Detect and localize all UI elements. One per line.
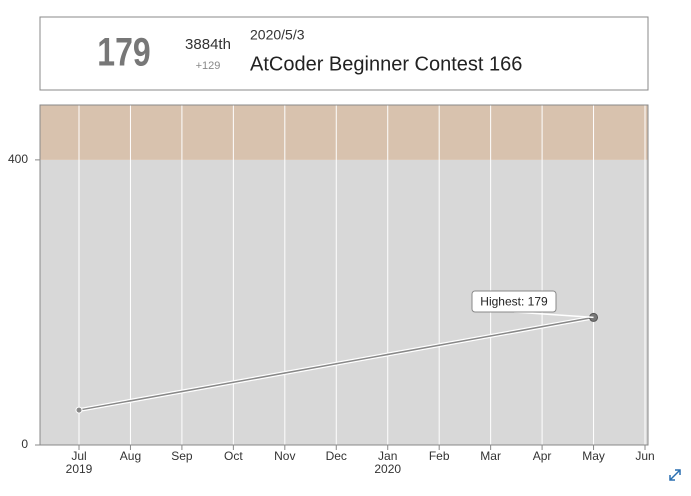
icon-line	[669, 469, 681, 481]
diff: +129	[196, 60, 221, 72]
x-tick-label: May	[582, 449, 605, 463]
x-tick-label: Nov	[274, 449, 295, 463]
expand-icon[interactable]	[669, 469, 681, 481]
y-tick-label: 0	[21, 437, 28, 451]
x-year-label: 2019	[66, 462, 93, 476]
plot-border	[39, 104, 649, 446]
annotation-box	[471, 290, 557, 313]
y-tick-label: 400	[8, 152, 28, 166]
rating-line	[78, 316, 594, 411]
icon-arrow	[669, 475, 675, 481]
header-box	[39, 16, 649, 91]
contest: AtCoder Beginner Contest 166	[250, 53, 522, 75]
x-tick-label: Apr	[533, 449, 552, 463]
rating: 179	[97, 29, 150, 74]
x-tick-label: Jul	[71, 449, 86, 463]
x-tick-label: Feb	[429, 449, 450, 463]
x-tick-label: Mar	[480, 449, 501, 463]
x-tick-label: Aug	[120, 449, 141, 463]
annotation-text: Highest: 179	[480, 295, 548, 309]
x-tick-label: Jun	[635, 449, 654, 463]
rating-point	[75, 406, 83, 414]
x-tick-label: Sep	[171, 449, 193, 463]
x-tick-label: Oct	[224, 449, 243, 463]
rating-band	[40, 105, 648, 160]
x-tick-label: Dec	[326, 449, 347, 463]
annotation-leader	[513, 311, 594, 319]
date: 2020/5/3	[250, 27, 305, 43]
x-year-label: 2020	[374, 462, 401, 476]
icon-arrow	[675, 469, 681, 475]
x-tick-label: Jan	[378, 449, 397, 463]
plot-area: Jul Aug Sep Oct Nov Dec Jan Feb Mar Apr May Jun 2019…	[8, 104, 655, 476]
place: 3884th	[185, 36, 231, 53]
